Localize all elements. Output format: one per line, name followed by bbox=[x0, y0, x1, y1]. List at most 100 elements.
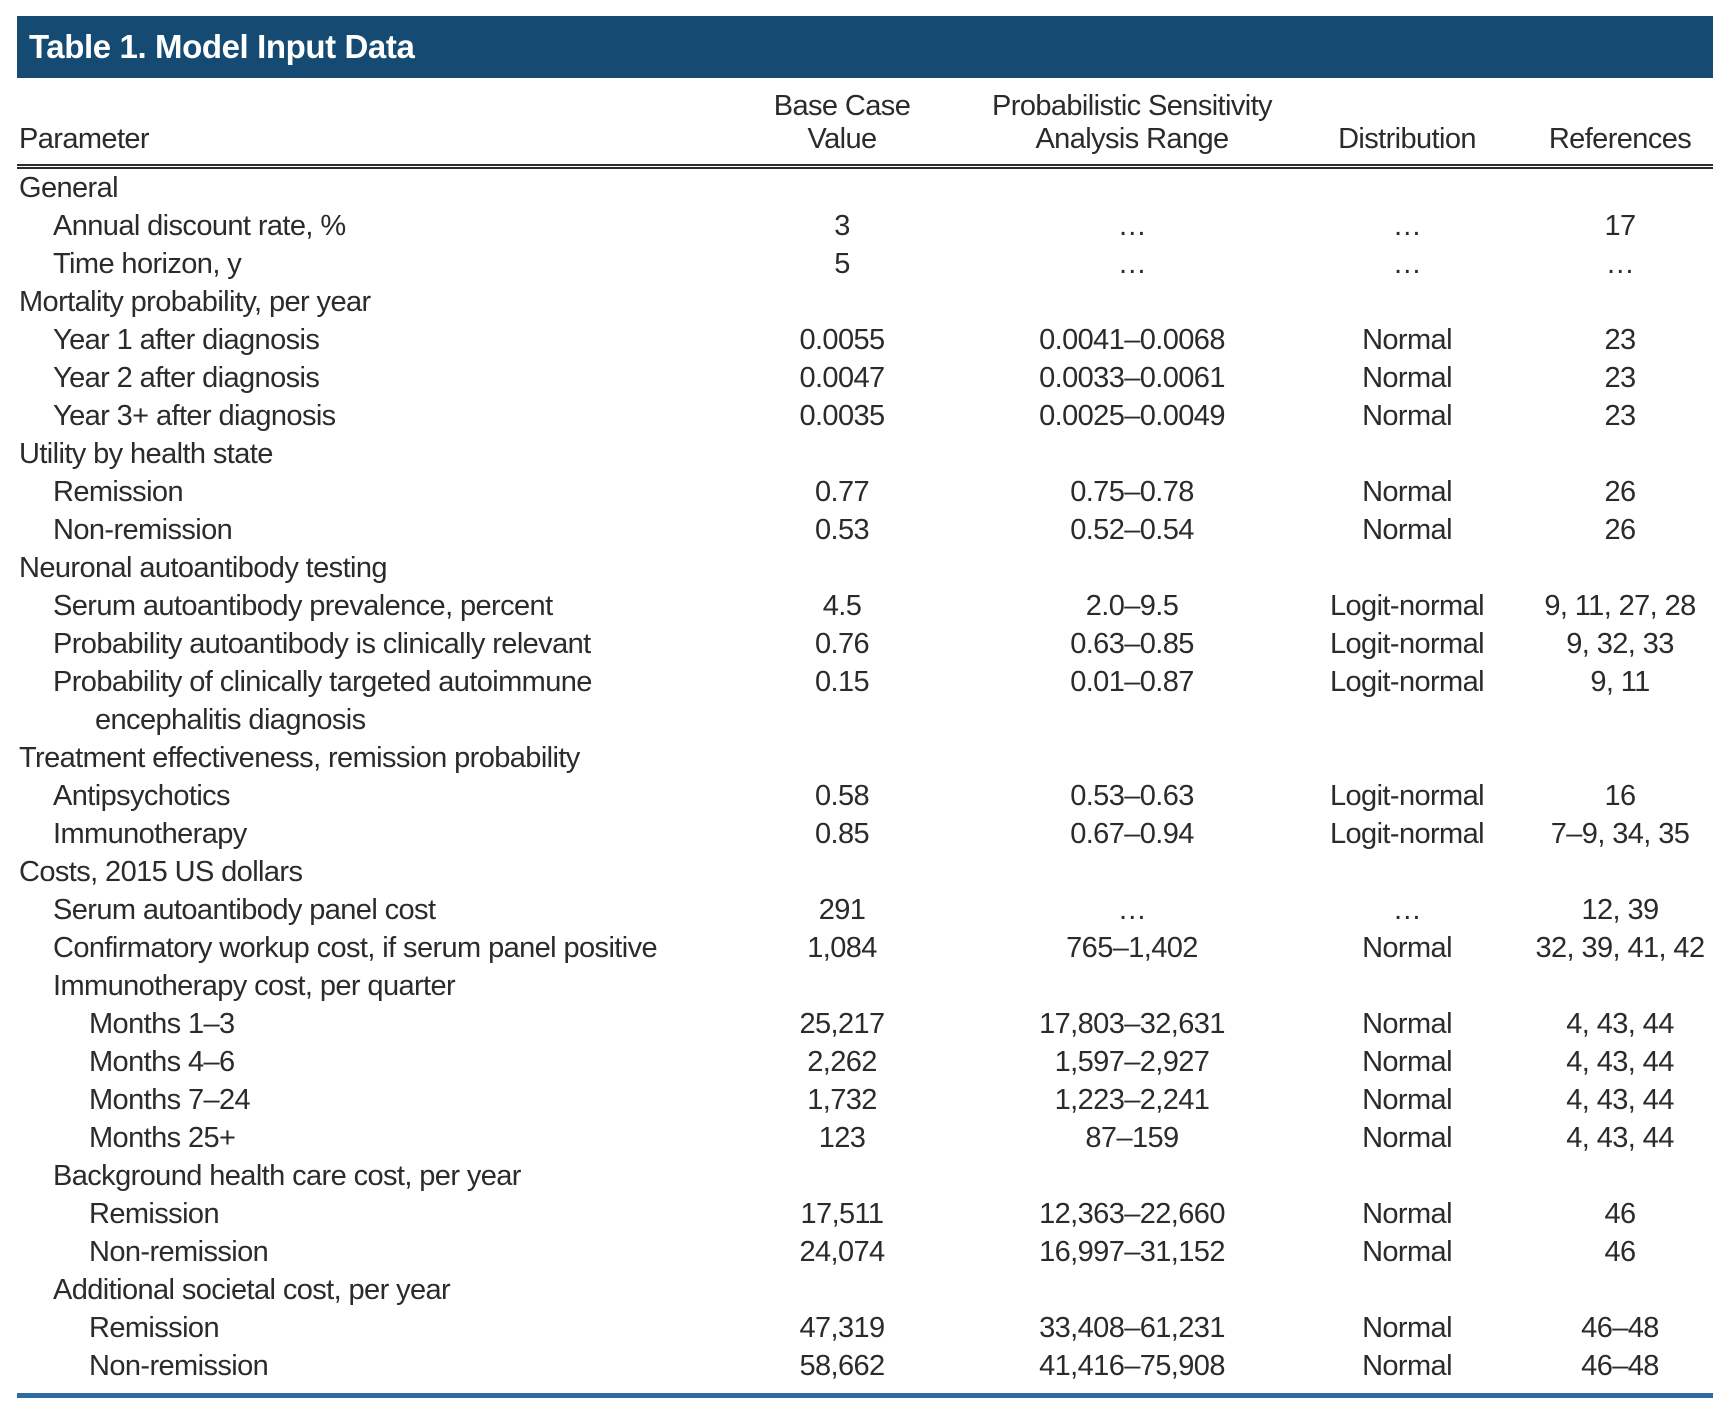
table-row: Year 3+ after diagnosis 0.0035 0.0025–0.00… bbox=[17, 397, 1713, 435]
psa-range-cell: … bbox=[1117, 248, 1147, 280]
table-row: Non-remission 24,074 16,997–31,152 Normal 46 bbox=[17, 1233, 1713, 1271]
parameter-cell: Time horizon, y bbox=[17, 245, 707, 283]
distribution-cell bbox=[1287, 283, 1527, 321]
parameter-cell: Remission bbox=[17, 1309, 707, 1347]
table-row: Time horizon, y 5 … … … bbox=[17, 245, 1713, 283]
distribution-cell: Normal bbox=[1362, 1008, 1452, 1040]
table-row: Remission 47,319 33,408–61,231 Normal 46–48 bbox=[17, 1309, 1713, 1347]
table-row: Serum autoantibody prevalence, percent 4.… bbox=[17, 587, 1713, 625]
psa-range-cell bbox=[977, 283, 1287, 321]
parameter-label: Annual discount rate, % bbox=[53, 210, 346, 242]
section-row: Neuronal autoantibody testing bbox=[17, 549, 1713, 587]
distribution-cell bbox=[1287, 1157, 1527, 1195]
col-header-parameter-label: Parameter bbox=[19, 123, 150, 155]
references-header-label: References bbox=[1548, 123, 1692, 155]
psa-range-cell bbox=[977, 967, 1287, 1005]
parameter-cell: Utility by health state bbox=[17, 435, 707, 473]
references-cell: 32, 39, 41, 42 bbox=[1535, 932, 1706, 964]
distribution-cell: Normal bbox=[1362, 324, 1452, 356]
distribution-cell: Normal bbox=[1362, 362, 1452, 394]
parameter-cell: Year 2 after diagnosis bbox=[17, 359, 707, 397]
parameter-label: Remission bbox=[89, 1198, 220, 1230]
psa-range-cell: 0.0025–0.0049 bbox=[1039, 400, 1225, 432]
parameter-label: Remission bbox=[89, 1312, 220, 1344]
col-header-distribution: Distribution bbox=[1287, 78, 1527, 169]
parameter-label: Months 25+ bbox=[89, 1122, 236, 1154]
parameter-label: Treatment effectiveness, remission proba… bbox=[19, 742, 580, 774]
table-row: Year 1 after diagnosis 0.0055 0.0041–0.006… bbox=[17, 321, 1713, 359]
table-row: Antipsychotics 0.58 0.53–0.63 Logit-normal 1… bbox=[17, 777, 1713, 815]
references-cell bbox=[1527, 739, 1713, 777]
references-cell: 26 bbox=[1604, 476, 1636, 508]
parameter-cell: Immunotherapy cost, per quarter bbox=[17, 967, 707, 1005]
psa-range-cell: 87–159 bbox=[1085, 1122, 1179, 1154]
parameter-cell: General bbox=[17, 167, 707, 208]
base-case-value-cell: 123 bbox=[818, 1122, 866, 1154]
base-case-value-cell bbox=[707, 167, 977, 208]
table-row: Background health care cost, per year bbox=[17, 1157, 1713, 1195]
parameter-cell: Months 1–3 bbox=[17, 1005, 707, 1043]
base-case-line1: Base Case bbox=[773, 90, 911, 122]
base-case-value-cell: 0.77 bbox=[814, 476, 870, 508]
parameter-label: Mortality probability, per year bbox=[19, 286, 371, 318]
distribution-cell bbox=[1287, 1271, 1527, 1309]
base-case-value-cell: 4.5 bbox=[822, 590, 862, 622]
distribution-cell: Logit-normal bbox=[1330, 628, 1485, 660]
distribution-cell: Normal bbox=[1362, 1122, 1452, 1154]
distribution-cell bbox=[1287, 739, 1527, 777]
references-cell: 9, 11 bbox=[1590, 666, 1650, 698]
parameter-label: Year 3+ after diagnosis bbox=[53, 400, 336, 432]
table-row: Remission 0.77 0.75–0.78 Normal 26 bbox=[17, 473, 1713, 511]
base-case-value-cell: 291 bbox=[818, 894, 866, 926]
parameter-label: Costs, 2015 US dollars bbox=[19, 856, 303, 888]
references-cell: 23 bbox=[1604, 362, 1636, 394]
base-case-value-cell: 0.0047 bbox=[799, 362, 885, 394]
table-row: Months 4–6 2,262 1,597–2,927 Normal 4, 43, 4… bbox=[17, 1043, 1713, 1081]
distribution-cell: Normal bbox=[1362, 1236, 1452, 1268]
table-row: Non-remission 58,662 41,416–75,908 Normal 46… bbox=[17, 1347, 1713, 1385]
psa-range-cell: 16,997–31,152 bbox=[1039, 1236, 1225, 1268]
table-row: Probability autoantibody is clinically r… bbox=[17, 625, 1713, 663]
psa-range-cell bbox=[977, 549, 1287, 587]
base-case-value-cell: 0.53 bbox=[814, 514, 870, 546]
parameter-cell: Serum autoantibody panel cost bbox=[17, 891, 707, 929]
parameter-cell: Months 4–6 bbox=[17, 1043, 707, 1081]
table-title: Table 1. Model Input Data bbox=[29, 28, 415, 65]
psa-range-cell: 1,597–2,927 bbox=[1054, 1046, 1210, 1078]
psa-range-cell: 1,223–2,241 bbox=[1054, 1084, 1210, 1116]
parameter-cell: Non-remission bbox=[17, 1233, 707, 1271]
references-cell: … bbox=[1605, 248, 1635, 280]
references-cell: 12, 39 bbox=[1581, 894, 1659, 926]
parameter-label: Utility by health state bbox=[19, 438, 273, 470]
base-case-value-cell: 5 bbox=[834, 248, 850, 280]
psa-range-cell: … bbox=[1117, 894, 1147, 926]
base-case-value-cell bbox=[707, 1271, 977, 1309]
parameter-label: Confirmatory workup cost, if serum panel… bbox=[53, 932, 658, 964]
parameter-label: Neuronal autoantibody testing bbox=[19, 552, 388, 584]
parameter-label: Probability autoantibody is clinically r… bbox=[53, 628, 591, 660]
psa-range-cell: … bbox=[1117, 210, 1147, 242]
psa-range-cell: 0.63–0.85 bbox=[1070, 628, 1194, 660]
parameter-cell: Remission bbox=[17, 1195, 707, 1233]
parameter-label: Months 4–6 bbox=[89, 1046, 235, 1078]
references-cell: 26 bbox=[1604, 514, 1636, 546]
distribution-cell: Normal bbox=[1362, 476, 1452, 508]
references-cell: 17 bbox=[1604, 210, 1636, 242]
parameter-cell: Treatment effectiveness, remission proba… bbox=[17, 739, 707, 777]
references-cell bbox=[1527, 283, 1713, 321]
psa-range-cell bbox=[977, 1157, 1287, 1195]
distribution-cell: Normal bbox=[1362, 1046, 1452, 1078]
parameter-label: Remission bbox=[53, 476, 184, 508]
table-row: Additional societal cost, per year bbox=[17, 1271, 1713, 1309]
parameter-label: Immunotherapy cost, per quarter bbox=[53, 970, 456, 1002]
references-cell bbox=[1527, 1157, 1713, 1195]
parameter-cell: Months 25+ bbox=[17, 1119, 707, 1157]
parameter-label: Months 1–3 bbox=[89, 1008, 235, 1040]
distribution-cell: … bbox=[1392, 210, 1422, 242]
distribution-cell: … bbox=[1392, 248, 1422, 280]
references-cell: 46 bbox=[1604, 1236, 1636, 1268]
base-case-value-cell: 0.0035 bbox=[799, 400, 885, 432]
table-title-bar: Table 1. Model Input Data bbox=[17, 16, 1713, 78]
psa-range-cell: 17,803–32,631 bbox=[1039, 1008, 1225, 1040]
bottom-rule bbox=[17, 1393, 1713, 1398]
